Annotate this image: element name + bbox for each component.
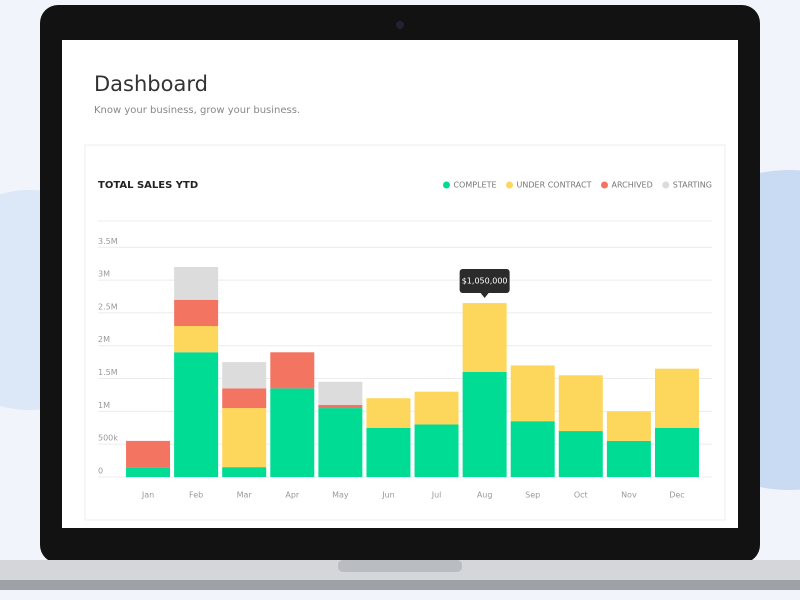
bar-segment [366,398,411,428]
legend-label: COMPLETE [453,181,496,190]
bar-segment [654,427,699,477]
x-tick-label: Feb [189,491,203,500]
page-subtitle: Know your business, grow your business. [94,105,300,116]
bar-segment [222,408,267,468]
bar-segment [318,381,363,405]
legend-swatch [442,181,450,189]
x-tick-label: Dec [669,491,684,500]
y-tick-label: 3.5M [98,237,118,246]
bar-segment [414,424,459,477]
bar-segment [126,467,171,477]
bar-segment [174,326,219,353]
bar-segment [558,431,603,477]
bar-segment [126,440,171,468]
bar-segment [654,368,699,428]
tooltip-label: $1,050,000 [462,277,508,286]
y-tick-label: 2M [98,335,110,344]
bar-segment [414,391,459,425]
x-tick-label: Jul [431,491,442,500]
bar-segment [222,467,267,477]
page-title: Dashboard [94,72,208,96]
y-tick-label: 3M [98,270,110,279]
bar-segment [174,266,219,300]
bar-segment [510,421,555,477]
y-tick-label: 1.5M [98,368,118,377]
bar-segment [318,408,363,477]
x-tick-label: Sep [525,491,540,500]
laptop-base-edge [0,580,800,590]
x-tick-label: Jan [141,491,154,500]
bar-segment [510,365,555,422]
y-tick-label: 500k [98,434,118,443]
x-tick-label: May [332,491,349,500]
y-tick-label: 2.5M [98,302,118,311]
legend-swatch [600,181,608,189]
legend-swatch [662,181,670,189]
x-tick-label: Mar [237,491,253,500]
bar-segment [606,411,651,441]
legend-label: ARCHIVED [611,181,652,190]
bar-segment [318,404,363,409]
bar-segment [558,375,603,432]
chart-title: TOTAL SALES YTD [98,180,198,191]
bar-segment [222,388,267,409]
bar-segment [174,299,219,327]
tooltip-box [459,269,510,294]
camera [396,21,404,29]
laptop-notch [338,560,462,572]
bar-segment [462,371,507,477]
tooltip-arrow [480,293,489,299]
x-tick-label: Nov [621,491,637,500]
bar-segment [270,352,315,389]
bar-segment [222,362,267,389]
bar-segment [270,388,315,477]
y-tick-label: 1M [98,401,110,410]
x-tick-label: Aug [477,491,493,500]
x-tick-label: Jun [381,491,395,500]
bar-segment [462,303,507,372]
legend-label: STARTING [673,181,712,190]
legend-swatch [506,181,514,189]
bar-segment [606,440,651,477]
y-tick-label: 0 [98,467,103,476]
bar-segment [366,427,411,477]
x-tick-label: Oct [574,491,588,500]
bar-segment [174,352,219,477]
legend-label: UNDER CONTRACT [517,181,592,190]
x-tick-label: Apr [285,491,300,500]
